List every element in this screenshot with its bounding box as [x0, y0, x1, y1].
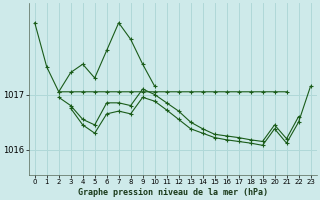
X-axis label: Graphe pression niveau de la mer (hPa): Graphe pression niveau de la mer (hPa) [78, 188, 268, 197]
